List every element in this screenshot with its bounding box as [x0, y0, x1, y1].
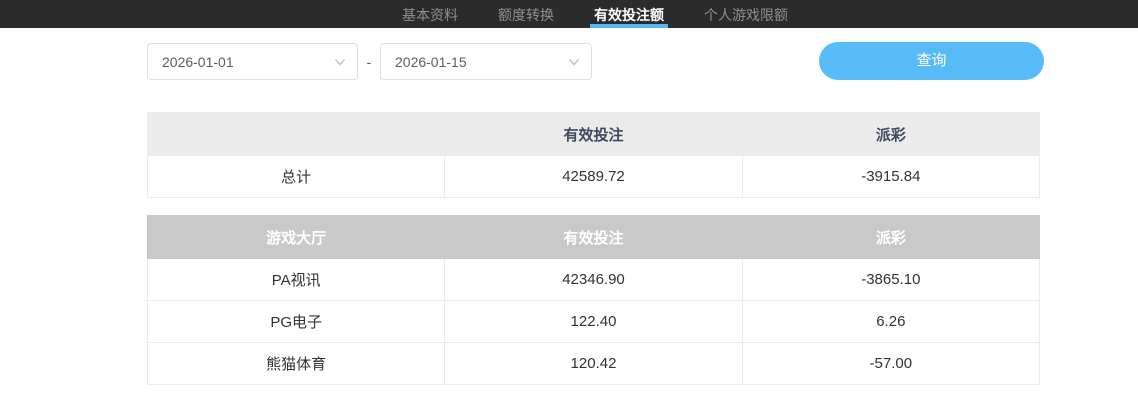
lobby-valid-bets: 42346.90 [444, 258, 743, 301]
summary-table: 有效投注 派彩 总计 42589.72 -3915.84 [146, 112, 1041, 198]
summary-total-valid-bets: 42589.72 [444, 155, 743, 198]
table-row: 总计 42589.72 -3915.84 [146, 155, 1041, 198]
detail-table: 游戏大厅 有效投注 派彩 PA视讯 42346.90 -3865.10 PG电子… [146, 215, 1041, 385]
tab-quota-transfer[interactable]: 额度转换 [498, 7, 554, 23]
lobby-payout: 6.26 [741, 300, 1041, 343]
lobby-name: 熊猫体育 [146, 342, 446, 385]
date-range-separator: - [366, 53, 372, 70]
date-to-select[interactable]: 2026-01-15 [380, 43, 592, 80]
detail-header-row: 游戏大厅 有效投注 派彩 [146, 215, 1041, 259]
chevron-down-icon [569, 58, 579, 65]
table-row: PA视讯 42346.90 -3865.10 [146, 258, 1041, 301]
lobby-valid-bets: 120.42 [444, 342, 743, 385]
detail-header-payout: 派彩 [741, 215, 1041, 259]
tab-valid-bets[interactable]: 有效投注额 [590, 0, 668, 28]
date-from-select[interactable]: 2026-01-01 [147, 43, 358, 80]
summary-header-payout: 派彩 [741, 112, 1041, 156]
date-to-value: 2026-01-15 [395, 53, 467, 70]
summary-header-row: 有效投注 派彩 [146, 112, 1041, 156]
top-navbar: 基本资料 额度转换 有效投注额 个人游戏限额 [0, 0, 1138, 28]
lobby-valid-bets: 122.40 [444, 300, 743, 343]
lobby-name: PG电子 [146, 300, 446, 343]
table-row: 熊猫体育 120.42 -57.00 [146, 342, 1041, 385]
tab-basic-info[interactable]: 基本资料 [402, 7, 458, 23]
query-button[interactable]: 查询 [819, 42, 1044, 80]
detail-header-valid-bets: 有效投注 [444, 215, 743, 259]
tab-personal-game-limit[interactable]: 个人游戏限额 [704, 7, 788, 23]
lobby-payout: -57.00 [741, 342, 1041, 385]
lobby-name: PA视讯 [146, 258, 446, 301]
date-from-value: 2026-01-01 [162, 53, 234, 70]
summary-total-label: 总计 [146, 155, 446, 198]
lobby-payout: -3865.10 [741, 258, 1041, 301]
table-row: PG电子 122.40 6.26 [146, 300, 1041, 343]
summary-header-valid-bets: 有效投注 [444, 112, 743, 156]
chevron-down-icon [335, 58, 345, 65]
summary-total-payout: -3915.84 [741, 155, 1041, 198]
summary-header-empty [146, 112, 446, 156]
detail-header-game-lobby: 游戏大厅 [146, 215, 446, 259]
